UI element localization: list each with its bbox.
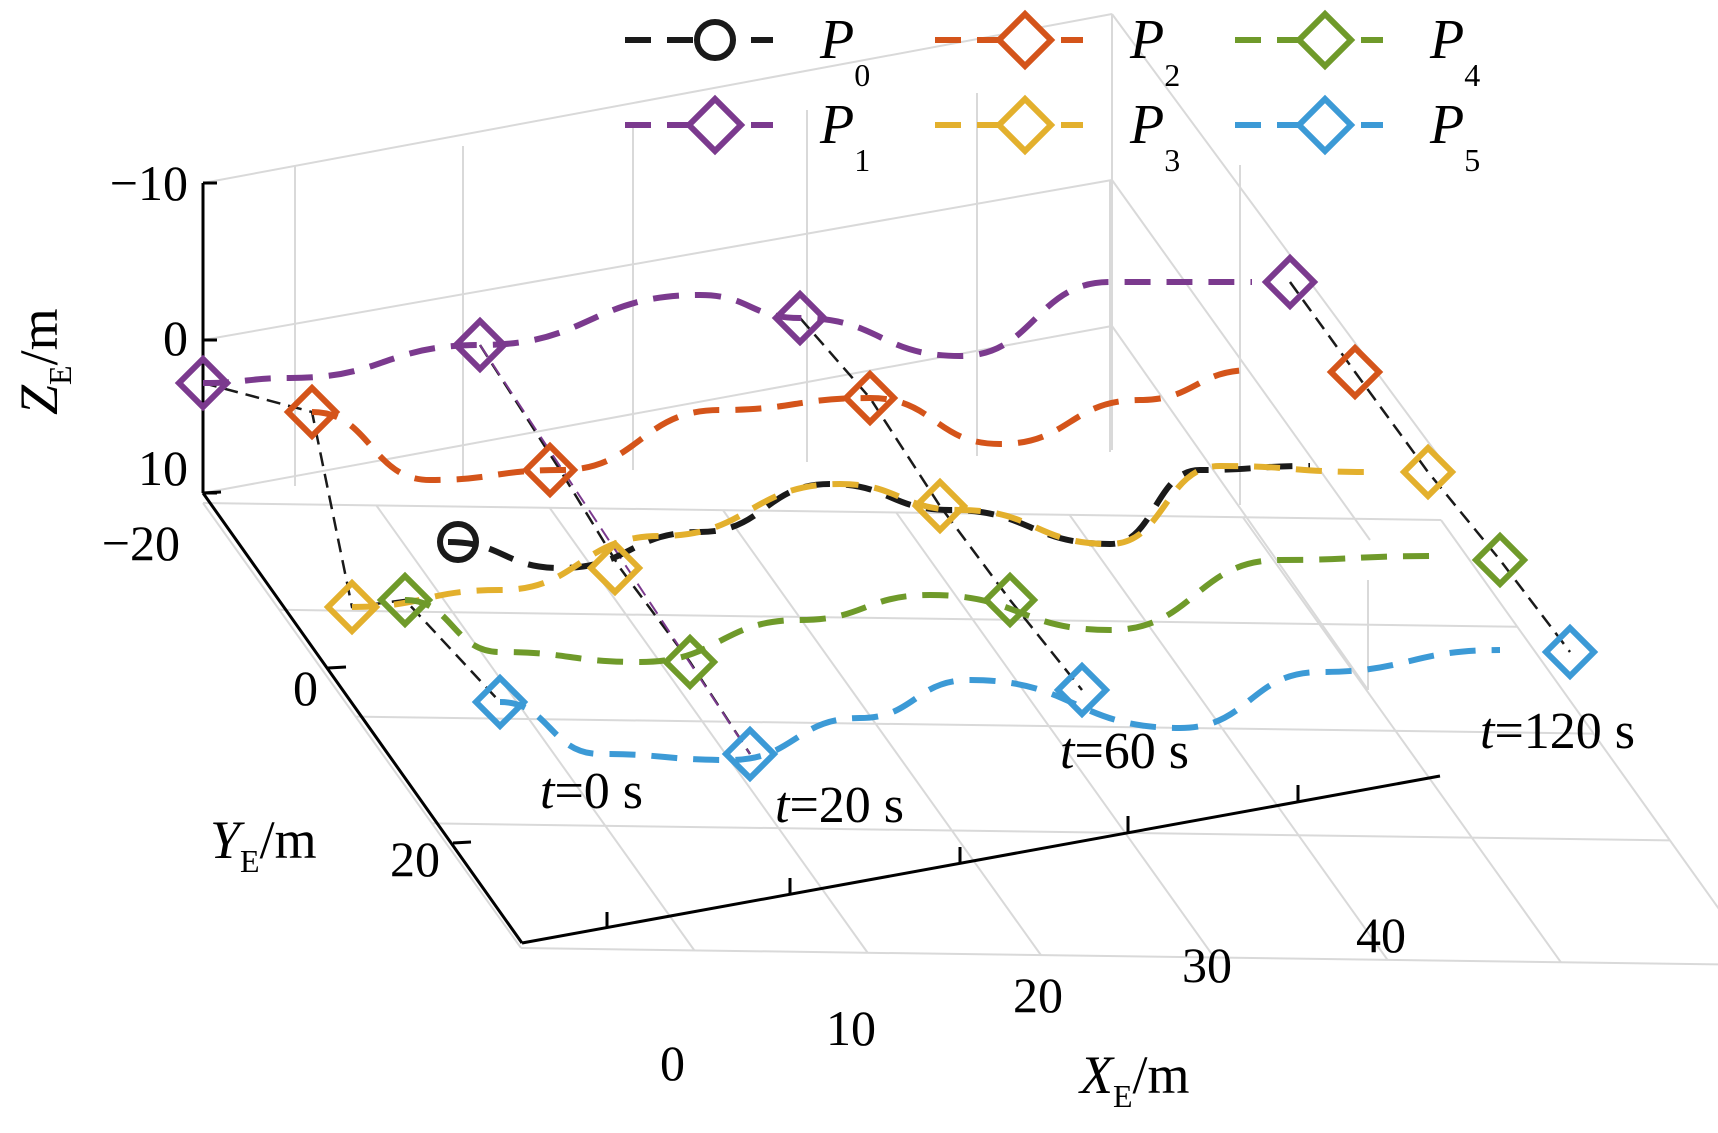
series-line-P5: [499, 647, 1501, 764]
marker-P1-0: [174, 354, 232, 412]
legend-item-P5: P5: [1235, 94, 1480, 178]
time-label-2: t=60 s: [1060, 723, 1189, 780]
legend-label: P0: [819, 9, 870, 93]
marker-P4-12: [376, 571, 434, 629]
y-tick-label-0: −20: [102, 515, 180, 571]
y-tick-label-2: 20: [390, 831, 440, 887]
marker-P1-2: [771, 289, 829, 347]
y-axis-line: [201, 492, 524, 944]
marker-P5-19: [1541, 623, 1599, 681]
y-tick-1: [327, 665, 347, 670]
marker-P2-5: [521, 441, 579, 499]
legend-swatch-marker: [694, 19, 736, 61]
floor-grid-y-0: [202, 502, 1442, 521]
marker-P1-1: [451, 316, 509, 374]
series-layer: [174, 253, 1599, 783]
formation-connector-3: [1288, 281, 1571, 653]
marker-P4-15: [1471, 531, 1529, 589]
series-line-P1: [202, 278, 1252, 386]
marker-P5-16: [471, 673, 529, 731]
marker-P2-4: [283, 383, 341, 441]
wall-grid-h-0: [202, 13, 1113, 184]
legend-item-P1: P1: [625, 94, 870, 178]
formation-connector-2: [799, 317, 1083, 691]
y-tick-0: [202, 490, 222, 495]
legend-label: P4: [1429, 9, 1480, 93]
time-label-1: t=20 s: [775, 777, 904, 834]
legend-swatch-marker: [994, 94, 1056, 156]
floor-grid-y-1: [279, 608, 1518, 628]
marker-P4-13: [661, 633, 719, 691]
z-tick-label-1: 0: [163, 310, 188, 366]
legend-swatch-marker: [1294, 9, 1356, 71]
legend-swatch-marker: [994, 9, 1056, 71]
legend-label: P5: [1429, 94, 1480, 178]
y-tick-label-1: 0: [293, 660, 318, 716]
grid-layer: [202, 13, 1718, 966]
marker-P3-9: [586, 539, 644, 597]
marker-P2-7: [1326, 343, 1384, 401]
floor-grid-x-1: [375, 504, 696, 951]
marker-P3-11: [1399, 443, 1457, 501]
series-line-P4: [404, 553, 1431, 666]
legend-swatch-marker: [1294, 94, 1356, 156]
x-axis-label: XE/m: [1078, 1045, 1190, 1114]
marker-P0: [437, 521, 479, 563]
marker-P5-17: [721, 725, 779, 783]
floor-grid-x-3: [722, 509, 1042, 956]
legend-label: P2: [1129, 9, 1180, 93]
x-tick-label-1: 10: [826, 1000, 876, 1056]
x-axis-line: [521, 774, 1441, 945]
legend-item-P0: P0: [625, 9, 870, 93]
floor-grid-y-2: [355, 715, 1594, 735]
side-grid-2: [1111, 325, 1369, 691]
side-grid-1: [1111, 179, 1371, 541]
legend-item-P4: P4: [1235, 9, 1480, 93]
side-grid-0: [1111, 13, 1441, 459]
x-tick-label-3: 30: [1182, 937, 1232, 993]
floor-grid-y-4: [520, 947, 1718, 966]
label-layer: −10 0 10 −20 0 20 0 10 20 30 40 ZE/m YE/m XE/m t=0 s t=…: [9, 155, 1635, 1114]
x-tick-label-2: 20: [1013, 967, 1063, 1023]
x-tick-label-4: 40: [1356, 907, 1406, 963]
z-tick-label-2: 10: [138, 440, 188, 496]
wall-grid-h-1: [202, 179, 1113, 341]
axes-layer: [201, 181, 1441, 945]
floor-grid-x-7: [1440, 519, 1718, 910]
series-line-P2: [311, 367, 1253, 484]
floor-grid-x-6: [1242, 516, 1562, 963]
legend-item-P2: P2: [935, 9, 1180, 93]
floor-grid-x-0: [202, 502, 522, 949]
legend-label: P3: [1129, 94, 1180, 178]
floor-grid-y-3: [431, 822, 1670, 842]
floor-grid-x-5: [1068, 514, 1389, 961]
y-tick-2: [452, 840, 472, 845]
formation-connector-1: [478, 344, 752, 755]
y-axis-label: YE/m: [210, 810, 317, 879]
marker-P3-8: [323, 578, 381, 636]
x-tick-label-0: 0: [660, 1035, 685, 1091]
time-label-0: t=0 s: [540, 763, 643, 820]
legend-label: P1: [819, 94, 870, 178]
marker-P2-6: [841, 369, 899, 427]
series-line-P3: [351, 462, 1367, 610]
wall-grid-h-2: [202, 325, 1113, 494]
z-tick-label-0: −10: [110, 155, 188, 211]
marker-P4-14: [981, 571, 1039, 629]
floor-grid-x-4: [895, 511, 1216, 959]
legend-swatch-marker: [684, 94, 746, 156]
time-label-3: t=120 s: [1480, 703, 1635, 760]
z-axis-label: ZE/m: [9, 308, 78, 415]
marker-P5-18: [1053, 661, 1111, 719]
formation-connector-purple: [479, 344, 751, 755]
marker-P3-10: [911, 477, 969, 535]
legend-item-P3: P3: [935, 94, 1180, 178]
marker-P1-3: [1261, 253, 1319, 311]
